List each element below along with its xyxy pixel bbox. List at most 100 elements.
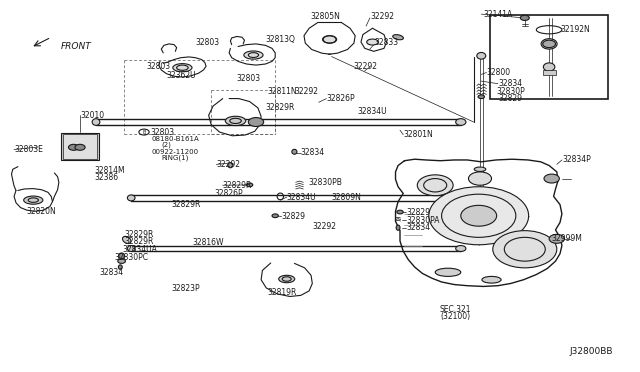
Text: 32362U: 32362U [166, 71, 196, 80]
Text: 32820N: 32820N [27, 207, 56, 216]
Ellipse shape [122, 236, 131, 244]
Circle shape [543, 40, 556, 48]
Text: SEC.321: SEC.321 [440, 305, 472, 314]
Text: 32141A: 32141A [483, 10, 513, 19]
Text: 32829: 32829 [498, 94, 522, 103]
Text: 32803: 32803 [237, 74, 261, 83]
Text: 32834: 32834 [301, 148, 325, 157]
Text: 08180-B161A: 08180-B161A [152, 136, 200, 142]
Text: 32834U: 32834U [287, 193, 316, 202]
Text: J32800BB: J32800BB [570, 347, 613, 356]
Text: (2): (2) [161, 142, 171, 148]
Circle shape [118, 259, 125, 263]
Ellipse shape [92, 119, 100, 125]
Text: 32192N: 32192N [560, 25, 589, 34]
Text: 32833: 32833 [374, 38, 399, 47]
Ellipse shape [367, 39, 378, 45]
Text: 32292: 32292 [312, 222, 337, 231]
Text: 32813Q: 32813Q [266, 35, 296, 44]
Circle shape [68, 144, 79, 150]
Circle shape [544, 174, 559, 183]
Ellipse shape [456, 119, 466, 125]
Text: 32829R: 32829R [125, 237, 154, 246]
Bar [543, 70, 556, 75]
Text: 32819R: 32819R [268, 288, 297, 296]
Text: 32999M: 32999M [552, 234, 582, 243]
Text: 32834U: 32834U [357, 107, 387, 116]
Text: 32803: 32803 [146, 62, 170, 71]
Circle shape [468, 172, 492, 185]
Text: 32834: 32834 [498, 79, 522, 88]
Text: 32816W: 32816W [192, 238, 223, 247]
Text: 32829R: 32829R [223, 181, 252, 190]
Circle shape [493, 231, 557, 268]
Text: 32801N: 32801N [403, 130, 433, 139]
Text: 32805N: 32805N [310, 12, 340, 21]
Text: 32823P: 32823P [172, 284, 200, 293]
Text: 32386: 32386 [95, 173, 119, 182]
Circle shape [549, 234, 564, 243]
Text: 32834UA: 32834UA [123, 245, 157, 254]
Ellipse shape [279, 275, 295, 283]
Ellipse shape [435, 268, 461, 276]
Ellipse shape [482, 276, 501, 283]
Ellipse shape [323, 36, 337, 43]
Text: 32829R: 32829R [172, 200, 201, 209]
Text: 32826P: 32826P [326, 94, 355, 103]
Circle shape [520, 15, 529, 20]
Text: FRONT: FRONT [61, 42, 92, 51]
Text: 32830PC: 32830PC [114, 253, 148, 262]
Ellipse shape [127, 246, 135, 251]
Ellipse shape [396, 225, 400, 230]
Text: 32010: 32010 [80, 111, 104, 120]
Text: 32803: 32803 [195, 38, 220, 47]
Text: 32834: 32834 [406, 223, 431, 232]
Text: B: B [142, 129, 146, 135]
Circle shape [246, 183, 253, 187]
Text: 32292: 32292 [353, 62, 378, 71]
Text: 32811N: 32811N [268, 87, 297, 96]
Ellipse shape [456, 246, 466, 251]
Text: 32829R: 32829R [125, 230, 154, 239]
Circle shape [75, 144, 85, 150]
Circle shape [397, 210, 403, 214]
Ellipse shape [225, 116, 246, 126]
Bar [63, 134, 97, 159]
Text: (32100): (32100) [440, 312, 471, 321]
Circle shape [248, 118, 264, 126]
Ellipse shape [173, 64, 192, 72]
Text: 32830P: 32830P [496, 87, 525, 96]
Text: 32800: 32800 [486, 68, 511, 77]
Circle shape [272, 214, 278, 218]
Circle shape [461, 205, 497, 226]
Text: RING(1): RING(1) [161, 154, 189, 161]
Text: 32829R: 32829R [266, 103, 295, 112]
Ellipse shape [244, 51, 263, 59]
Bar [490, 15, 608, 99]
Text: 32292: 32292 [294, 87, 319, 96]
Text: 32809N: 32809N [332, 193, 362, 202]
Ellipse shape [127, 195, 135, 201]
Ellipse shape [393, 35, 403, 40]
Text: 32803: 32803 [150, 128, 175, 137]
Text: 32826P: 32826P [214, 189, 243, 198]
Circle shape [429, 187, 529, 245]
Text: 32834P: 32834P [562, 155, 591, 164]
Text: 32292: 32292 [370, 12, 394, 21]
Ellipse shape [456, 195, 466, 201]
Text: 32830PA: 32830PA [406, 216, 440, 225]
Text: 32803E: 32803E [14, 145, 43, 154]
Text: 32814M: 32814M [95, 166, 125, 175]
Ellipse shape [24, 196, 43, 204]
Ellipse shape [477, 52, 486, 59]
Text: 32834: 32834 [99, 268, 124, 277]
Ellipse shape [292, 150, 297, 154]
Ellipse shape [543, 63, 555, 71]
Circle shape [417, 175, 453, 196]
Ellipse shape [228, 163, 233, 168]
Circle shape [478, 95, 484, 99]
Text: 32830PB: 32830PB [308, 178, 342, 187]
Text: 32829: 32829 [406, 208, 430, 217]
Ellipse shape [118, 265, 122, 269]
Ellipse shape [541, 39, 557, 49]
